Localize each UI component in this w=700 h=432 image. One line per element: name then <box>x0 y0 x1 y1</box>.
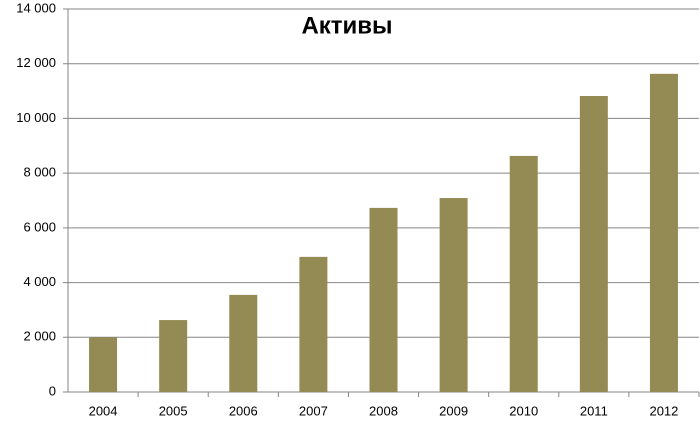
x-tick-label: 2005 <box>159 403 188 418</box>
y-tick-label: 4 000 <box>23 274 56 289</box>
y-tick-label: 12 000 <box>16 55 56 70</box>
x-tick-label: 2008 <box>369 403 398 418</box>
bar <box>229 294 258 392</box>
chart-title: Активы <box>301 12 392 39</box>
y-tick-label: 10 000 <box>16 110 56 125</box>
y-tick-label: 2 000 <box>23 329 56 344</box>
x-tick-label: 2006 <box>229 403 258 418</box>
y-tick-label: 8 000 <box>23 165 56 180</box>
x-tick-label: 2007 <box>299 403 328 418</box>
bar <box>579 95 608 392</box>
bar <box>439 198 468 392</box>
x-tick-label: 2012 <box>649 403 678 418</box>
y-tick-label: 6 000 <box>23 219 56 234</box>
bar <box>369 207 398 392</box>
x-tick-label: 2011 <box>580 403 608 418</box>
x-tick-label: 2010 <box>509 403 538 418</box>
bar <box>509 155 538 392</box>
bar <box>649 73 678 392</box>
y-tick-label: 0 <box>49 383 56 398</box>
bar <box>299 256 328 392</box>
bar <box>89 337 118 392</box>
x-tick-label: 2009 <box>439 403 468 418</box>
x-tick-label: 2004 <box>89 403 118 418</box>
y-tick-label: 14 000 <box>16 0 56 15</box>
bar <box>159 320 188 392</box>
